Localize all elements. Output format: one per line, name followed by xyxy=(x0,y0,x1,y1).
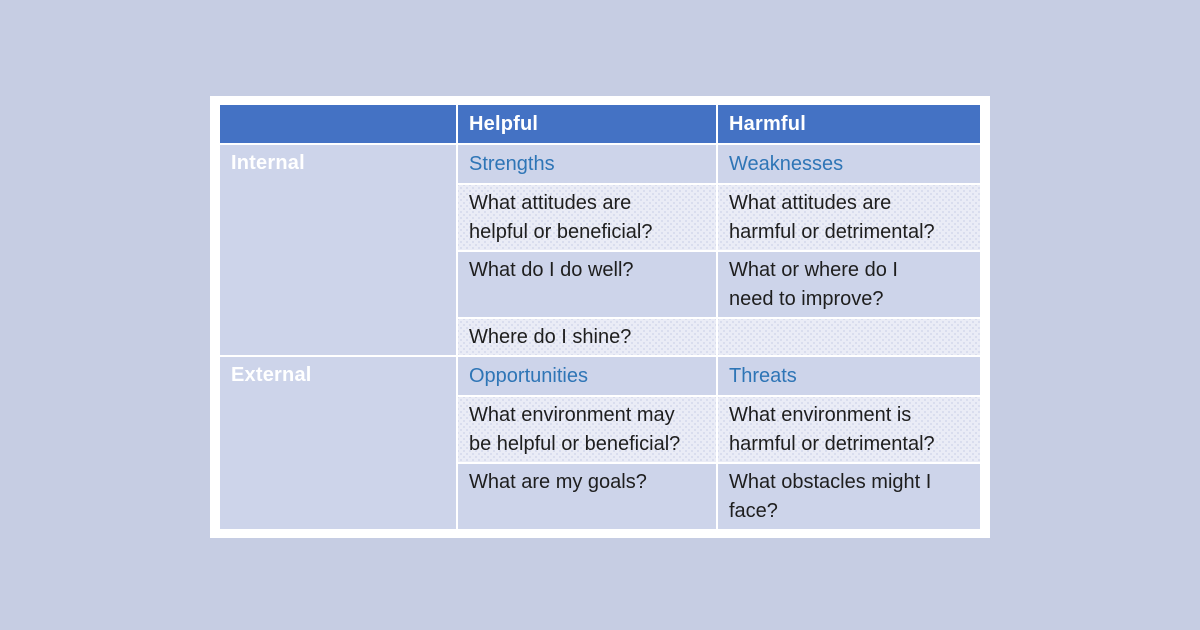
cell-question-do-well: What do I do well? xyxy=(458,252,716,317)
row-label-internal: Internal xyxy=(220,145,456,355)
cell-question-attitudes-harmful: What attitudes are harmful or detrimenta… xyxy=(718,185,980,250)
header-cell-harmful: Harmful xyxy=(718,105,980,143)
cell-opportunities: Opportunities xyxy=(458,357,716,395)
cell-strengths: Strengths xyxy=(458,145,716,183)
cell-weaknesses: Weaknesses xyxy=(718,145,980,183)
cell-question-goals: What are my goals? xyxy=(458,464,716,529)
cell-question-attitudes-helpful: What attitudes are helpful or beneficial… xyxy=(458,185,716,250)
cell-question-environment-harmful: What environment is harmful or detriment… xyxy=(718,397,980,462)
row-label-external: External xyxy=(220,357,456,529)
cell-question-empty xyxy=(718,319,980,355)
cell-question-shine: Where do I shine? xyxy=(458,319,716,355)
cell-question-environment-helpful: What environment may be helpful or benef… xyxy=(458,397,716,462)
cell-question-obstacles: What obstacles might I face? xyxy=(718,464,980,529)
cell-question-need-improve: What or where do I need to improve? xyxy=(718,252,980,317)
header-cell-helpful: Helpful xyxy=(458,105,716,143)
cell-threats: Threats xyxy=(718,357,980,395)
header-cell-empty xyxy=(220,105,456,143)
slide-frame: Helpful Harmful Internal External Streng… xyxy=(210,96,990,538)
swot-table: Helpful Harmful Internal External Streng… xyxy=(220,105,980,529)
